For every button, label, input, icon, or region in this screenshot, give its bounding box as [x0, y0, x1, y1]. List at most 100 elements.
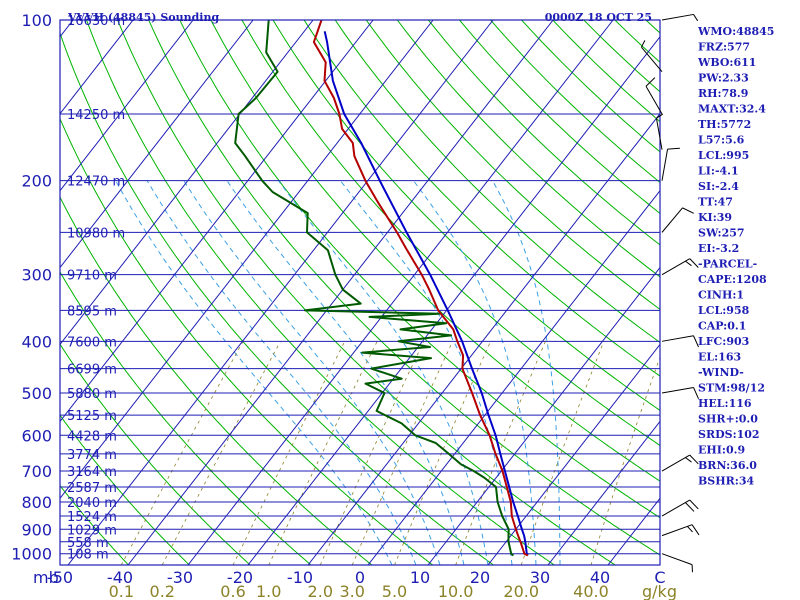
wind-barb-flag	[693, 14, 699, 22]
mixing-ratio-line	[590, 356, 660, 565]
index-line: HEL:116	[698, 397, 752, 410]
temperature-tick-label: 0	[355, 568, 365, 587]
height-label: 6699 m	[67, 363, 117, 378]
moist-adiabat	[183, 180, 441, 565]
plot-area	[60, 20, 660, 565]
index-line: SHR+:0.0	[698, 413, 758, 426]
height-label: 4428 m	[67, 429, 117, 444]
wind-barb-staff	[655, 118, 663, 150]
height-label: 1029 m	[67, 523, 117, 538]
temperature-tick-label: 10	[410, 568, 430, 587]
mixing-ratio-line	[161, 341, 281, 565]
wind-barb	[661, 454, 699, 472]
wind-barb-staff	[661, 524, 693, 537]
height-label: 7600 m	[67, 335, 117, 350]
dry-adiabat	[60, 270, 312, 565]
temperature-tick-label: -40	[107, 568, 133, 587]
wind-barb	[661, 499, 699, 517]
index-line: LI:-4.1	[698, 165, 739, 178]
moist-adiabat	[340, 180, 513, 565]
dry-adiabat	[60, 196, 373, 565]
wind-barb	[661, 13, 699, 22]
temperature-tick-label: 20	[470, 568, 490, 587]
index-line: CAPE:1208	[698, 273, 767, 286]
height-label: 8595 m	[67, 304, 117, 319]
dry-adiabat	[428, 20, 660, 246]
wind-barb-flag	[640, 40, 646, 48]
index-line: SW:257	[698, 227, 745, 240]
index-line: TH:5772	[698, 118, 751, 131]
wind-barb-flag	[689, 499, 699, 510]
dry-adiabat	[365, 20, 660, 311]
height-label: 3164 m	[67, 465, 117, 480]
index-line: FRZ:577	[698, 41, 750, 54]
temperature-tick-label: -30	[167, 568, 193, 587]
index-line: BSHR:34	[698, 475, 754, 488]
index-line: WBO:611	[697, 56, 756, 69]
wind-barb-flag	[685, 457, 692, 463]
index-line: SI:-2.4	[698, 180, 739, 193]
pressure-label: 1000	[11, 545, 52, 564]
moist-adiabat	[226, 180, 465, 565]
plot-background	[60, 20, 660, 565]
wind-barb	[661, 553, 693, 573]
wind-barb	[661, 335, 700, 348]
index-line: EL:163	[698, 351, 741, 364]
temperature-tick-label: 30	[530, 568, 550, 587]
isotherm	[60, 20, 374, 423]
wind-barb	[661, 386, 700, 399]
dry-adiabat	[60, 117, 433, 565]
sounding-profiles	[234, 20, 529, 557]
index-line: LFC:903	[698, 335, 749, 348]
mixing-ratio-line	[455, 341, 546, 565]
index-line: STM:98/12	[698, 382, 765, 395]
index-line: KI:39	[698, 211, 732, 224]
wind-barb-staff	[661, 454, 690, 472]
mixing-ratio-label: 5.0	[382, 582, 407, 600]
wind-barb	[661, 147, 680, 181]
dry-adiabat	[210, 20, 660, 482]
mixing-ratio-unit: g/kg	[642, 582, 677, 600]
index-line: BRN:36.0	[698, 459, 757, 472]
isotherm	[60, 20, 254, 269]
pressure-label: 400	[21, 332, 52, 351]
mixing-ratio-label: 40.0	[573, 582, 609, 600]
grid-lines	[0, 20, 660, 565]
moist-adiabat	[146, 180, 417, 565]
height-label: 12470 m	[67, 175, 125, 190]
wind-barb-staff	[661, 13, 694, 21]
index-line: -WIND-	[698, 366, 744, 379]
wind-barb-staff	[661, 335, 694, 342]
wind-barb-staff	[661, 553, 693, 566]
wind-barbs	[640, 13, 700, 573]
wind-barb-staff	[645, 86, 663, 115]
index-line: CAP:0.1	[698, 320, 746, 333]
mixing-ratio-line	[351, 341, 453, 565]
dry-adiabat	[86, 20, 555, 565]
index-line: EHI:0.9	[698, 444, 745, 457]
wind-barb-flag	[645, 77, 656, 87]
dry-adiabat	[60, 343, 251, 565]
indices-panel: WMO:48845 FRZ:577 WBO:611 PW:2.33 RH:78.9 MAX…	[697, 25, 774, 488]
wind-barb-staff	[661, 258, 690, 276]
pressure-label: 100	[21, 11, 52, 30]
isotherm	[0, 20, 13, 565]
temperature-tick-label: C	[654, 568, 665, 587]
wind-barb-flag	[656, 113, 664, 119]
dry-adiabat	[60, 414, 190, 565]
pressure-label: 900	[21, 520, 52, 539]
temperature-tick-label: 40	[590, 568, 610, 587]
wind-barb-staff	[641, 46, 663, 73]
isotherm	[60, 20, 134, 115]
height-label: 9710 m	[67, 269, 117, 284]
temperature-tick-label: -20	[227, 568, 253, 587]
temperature-trace	[312, 20, 529, 557]
dry-adiabat	[60, 484, 129, 565]
index-line: SRDS:102	[698, 428, 760, 441]
dry-adiabat	[60, 31, 494, 565]
isotherm	[487, 343, 660, 565]
wind-barb	[661, 207, 694, 233]
index-line: CINH:1	[698, 289, 744, 302]
dry-adiabat	[241, 20, 660, 447]
